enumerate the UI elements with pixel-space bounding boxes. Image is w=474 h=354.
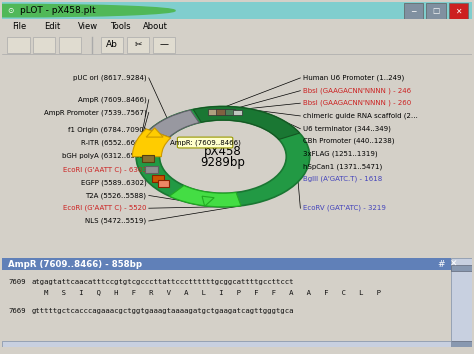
Text: T2A (5526..5588): T2A (5526..5588) (85, 192, 146, 199)
Text: ✕: ✕ (450, 259, 457, 269)
Text: M   S   I   Q   H   F   R   V   A   L   I   P   F   F   A   A   F   C   L   P: M S I Q H F R V A L I P F F A A F C L P (31, 289, 382, 295)
Text: pLOT - pX458.plt: pLOT - pX458.plt (20, 6, 96, 15)
Text: Human U6 Promoter (1..249): Human U6 Promoter (1..249) (303, 75, 404, 81)
Text: □: □ (432, 6, 439, 15)
Text: View: View (77, 22, 98, 31)
Text: Tools: Tools (110, 22, 131, 31)
FancyBboxPatch shape (177, 137, 233, 148)
Text: BbsI (GAAGACNN'NNNN ) - 246: BbsI (GAAGACNN'NNNN ) - 246 (303, 87, 411, 94)
Bar (448, 2, 468, 19)
Text: CBh Promoter (440..1238): CBh Promoter (440..1238) (303, 138, 394, 144)
Bar (59, 37, 81, 53)
Bar (225, 109, 235, 115)
Text: EcoRI (G'AATT C) - 5520: EcoRI (G'AATT C) - 5520 (63, 205, 146, 211)
Text: 7609: 7609 (8, 279, 26, 285)
Text: EcoRI (G'AATT C) - 6303: EcoRI (G'AATT C) - 6303 (63, 166, 146, 173)
Text: hSpCan1 (1371..5471): hSpCan1 (1371..5471) (303, 164, 382, 170)
Text: 7669: 7669 (8, 308, 26, 314)
Text: BbsI (GAAGACNN'NNNN ) - 260: BbsI (GAAGACNN'NNNN ) - 260 (303, 100, 411, 107)
Text: AmpR Promoter (7539..7567): AmpR Promoter (7539..7567) (44, 109, 146, 116)
Bar (2, 258, 450, 270)
Bar (234, 110, 242, 115)
Polygon shape (146, 128, 163, 137)
Text: 9289bp: 9289bp (201, 156, 246, 169)
Bar (217, 109, 227, 115)
Bar (426, 2, 446, 19)
Text: ─: ─ (411, 6, 416, 15)
Text: AmpR (7609..8466): AmpR (7609..8466) (78, 96, 146, 103)
Text: NLS (5472..5519): NLS (5472..5519) (85, 218, 146, 224)
Bar (7, 37, 29, 53)
Text: AmpR: (7609..8466): AmpR: (7609..8466) (170, 139, 240, 146)
Text: bGH polyA (6312..6543): bGH polyA (6312..6543) (62, 153, 146, 159)
Bar (145, 166, 158, 173)
Text: pX458: pX458 (204, 145, 242, 158)
Text: EGFP (5589..6302): EGFP (5589..6302) (81, 179, 146, 186)
Wedge shape (149, 110, 199, 137)
Bar (153, 37, 175, 53)
Text: 3xFLAG (1251..1319): 3xFLAG (1251..1319) (303, 151, 377, 157)
Text: R-ITR (6552..6692): R-ITR (6552..6692) (81, 140, 146, 146)
Text: File: File (12, 22, 26, 31)
Bar (450, 258, 472, 347)
Text: ✂: ✂ (134, 40, 142, 49)
Text: pUC ori (8617..9284): pUC ori (8617..9284) (73, 75, 146, 81)
Text: Ab: Ab (106, 40, 118, 49)
Text: atgagtattcaacatttccgtgtcgcccttattcccttttttgcggcattttgccttcct: atgagtattcaacatttccgtgtcgcccttattccctttt… (31, 279, 294, 285)
Text: gtttttgctcacccagaaacgctggtgaaagtaaaagatgctgaagatcagttgggtgca: gtttttgctcacccagaaacgctggtgaaagtaaaagatg… (31, 308, 294, 314)
Text: chimeric guide RNA scaffold (2…: chimeric guide RNA scaffold (2… (303, 113, 418, 119)
Wedge shape (170, 185, 241, 207)
Bar (152, 175, 164, 182)
Wedge shape (132, 129, 171, 156)
Bar (450, 265, 472, 271)
Text: BgIII (A'GATC.T) - 1618: BgIII (A'GATC.T) - 1618 (303, 176, 382, 182)
Text: EcoRV (GAT'ATC) - 3219: EcoRV (GAT'ATC) - 3219 (303, 205, 385, 211)
Text: AmpR (7609..8466) - 858bp: AmpR (7609..8466) - 858bp (8, 259, 142, 269)
Text: —: — (159, 40, 168, 49)
Wedge shape (193, 107, 300, 139)
Bar (209, 109, 219, 115)
Wedge shape (136, 107, 310, 207)
Text: Edit: Edit (45, 22, 61, 31)
Bar (403, 2, 423, 19)
Circle shape (0, 5, 175, 17)
Polygon shape (202, 196, 214, 206)
Text: About: About (143, 22, 168, 31)
Text: ✕: ✕ (456, 6, 462, 15)
Bar (101, 37, 123, 53)
Bar (33, 37, 55, 53)
Bar (142, 155, 154, 162)
Bar (2, 341, 450, 347)
Bar (158, 180, 169, 187)
Text: ⊙: ⊙ (8, 6, 14, 15)
Bar (450, 341, 472, 347)
Text: #: # (438, 259, 445, 269)
Text: U6 terminator (344..349): U6 terminator (344..349) (303, 125, 391, 132)
Text: f1 Origin (6784..7090): f1 Origin (6784..7090) (68, 126, 146, 133)
Bar (127, 37, 149, 53)
